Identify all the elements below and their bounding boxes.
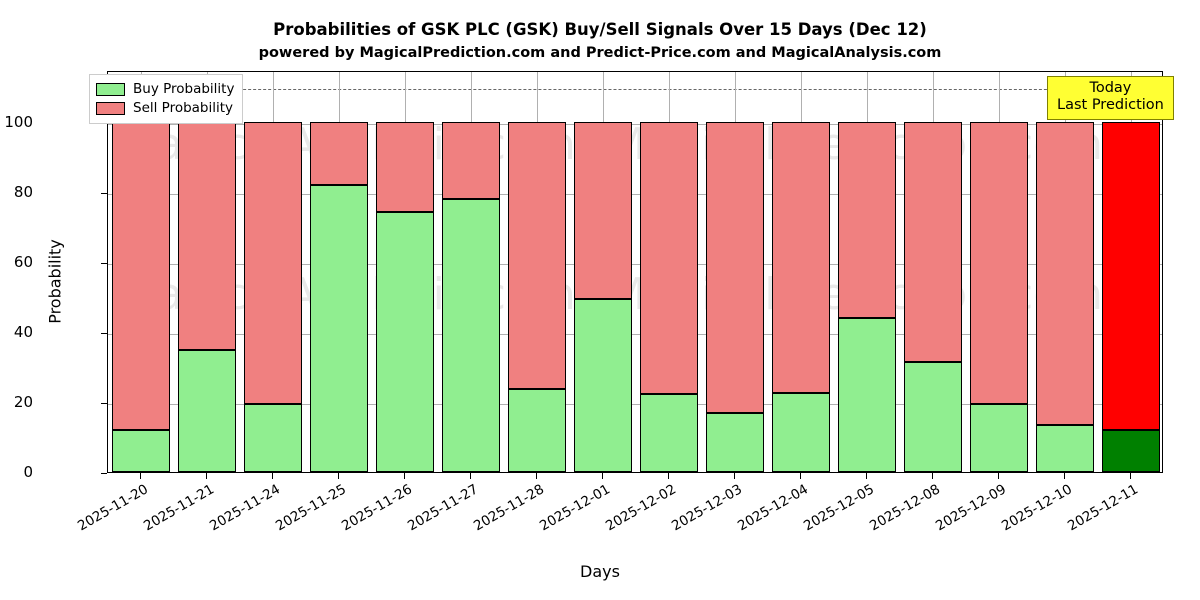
legend-swatch-sell xyxy=(96,102,125,115)
reference-dashed-line xyxy=(108,89,1162,91)
y-tick-mark xyxy=(101,192,107,195)
bar-segment-sell[interactable] xyxy=(903,122,963,362)
y-tick-mark xyxy=(101,402,107,404)
bar-group[interactable] xyxy=(375,72,435,472)
x-tick-mark xyxy=(601,473,603,479)
y-tick-label: 40 xyxy=(13,323,33,342)
bar-group[interactable] xyxy=(111,72,171,472)
y-tick-label: 100 xyxy=(4,113,33,132)
bar-group[interactable] xyxy=(705,72,765,472)
bar-segment-sell[interactable] xyxy=(177,122,237,350)
x-tick-mark xyxy=(1063,473,1065,479)
bar-segment-sell[interactable] xyxy=(507,122,567,390)
bar-group[interactable] xyxy=(309,72,369,472)
x-tick-mark xyxy=(997,473,999,479)
legend-label-sell: Sell Probability xyxy=(133,99,234,116)
bar-segment-buy[interactable] xyxy=(177,349,237,472)
x-tick-mark xyxy=(733,473,735,479)
bar-group[interactable] xyxy=(903,72,963,472)
legend-item-buy: Buy Probability xyxy=(96,80,234,99)
y-tick-mark xyxy=(101,472,107,474)
bar-segment-sell[interactable] xyxy=(969,122,1029,404)
bar-segment-buy[interactable] xyxy=(1101,430,1161,472)
x-tick-mark xyxy=(271,473,273,479)
legend-swatch-buy xyxy=(96,83,125,96)
x-tick-mark xyxy=(403,473,405,479)
y-tick-label: 0 xyxy=(23,463,33,481)
bar-segment-buy[interactable] xyxy=(639,394,699,472)
legend-label-buy: Buy Probability xyxy=(133,80,235,97)
today-annotation-line2: Last Prediction xyxy=(1057,97,1164,114)
bar-segment-buy[interactable] xyxy=(441,199,501,472)
bar-group[interactable] xyxy=(177,72,237,472)
y-tick-mark xyxy=(101,262,107,264)
y-tick-label: 60 xyxy=(13,253,33,272)
bar-group[interactable] xyxy=(1035,72,1095,472)
bar-segment-buy[interactable] xyxy=(309,185,369,472)
x-tick-mark xyxy=(667,473,669,479)
bar-segment-sell[interactable] xyxy=(309,122,369,186)
bar-segment-buy[interactable] xyxy=(507,389,567,472)
gridline-horizontal xyxy=(108,124,1162,126)
bar-segment-buy[interactable] xyxy=(705,412,765,472)
bar-segment-buy[interactable] xyxy=(375,211,435,472)
bar-segment-sell[interactable] xyxy=(771,122,831,394)
bar-group[interactable] xyxy=(507,72,567,472)
gridline-horizontal xyxy=(108,334,1162,336)
bar-segment-buy[interactable] xyxy=(903,361,963,472)
x-tick-mark xyxy=(535,473,537,479)
today-annotation-line1: Today xyxy=(1089,80,1132,96)
x-tick-mark xyxy=(931,473,933,479)
plot-area: MagicalAnalysis.comMagicalPrediction.com… xyxy=(107,71,1163,473)
bar-segment-sell[interactable] xyxy=(573,122,633,299)
bar-segment-buy[interactable] xyxy=(969,403,1029,472)
bar-group[interactable] xyxy=(969,72,1029,472)
bar-group[interactable] xyxy=(573,72,633,472)
bar-group[interactable] xyxy=(639,72,699,472)
bar-segment-sell[interactable] xyxy=(375,122,435,212)
bar-group[interactable] xyxy=(771,72,831,472)
bar-group[interactable] xyxy=(1101,72,1161,472)
y-tick-label: 20 xyxy=(13,393,33,412)
bar-group[interactable] xyxy=(243,72,303,472)
gridline-horizontal xyxy=(108,264,1162,266)
x-tick-mark xyxy=(337,473,339,479)
chart-subtitle: powered by MagicalPrediction.com and Pre… xyxy=(258,45,942,61)
y-axis-label: Probability xyxy=(45,239,65,324)
x-tick-mark xyxy=(799,473,801,479)
x-tick-mark xyxy=(469,473,471,479)
gridline-horizontal xyxy=(108,404,1162,406)
bar-segment-buy[interactable] xyxy=(837,318,897,472)
bar-segment-buy[interactable] xyxy=(1035,424,1095,472)
x-tick-mark xyxy=(1129,473,1131,479)
bar-segment-sell[interactable] xyxy=(837,122,897,319)
gridline-horizontal xyxy=(108,194,1162,196)
bar-segment-buy[interactable] xyxy=(573,298,633,472)
bar-segment-buy[interactable] xyxy=(771,393,831,472)
chart-legend: Buy Probability Sell Probability xyxy=(89,74,244,124)
x-tick-mark xyxy=(139,473,141,479)
today-annotation: Today Last Prediction xyxy=(1047,76,1174,121)
bar-group[interactable] xyxy=(441,72,501,472)
bar-segment-buy[interactable] xyxy=(243,403,303,472)
bar-group[interactable] xyxy=(837,72,897,472)
y-tick-label: 80 xyxy=(13,183,33,202)
bar-segment-sell[interactable] xyxy=(441,122,501,200)
bar-segment-sell[interactable] xyxy=(639,122,699,395)
legend-item-sell: Sell Probability xyxy=(96,99,234,118)
bar-segment-sell[interactable] xyxy=(111,122,171,431)
chart-title: Probabilities of GSK PLC (GSK) Buy/Sell … xyxy=(273,20,927,39)
bar-segment-sell[interactable] xyxy=(1035,122,1095,425)
x-tick-mark xyxy=(865,473,867,479)
bar-segment-sell[interactable] xyxy=(705,122,765,413)
x-axis-label: Days xyxy=(580,562,620,581)
bar-segment-sell[interactable] xyxy=(1101,122,1161,431)
y-tick-mark xyxy=(101,332,107,334)
bar-segment-buy[interactable] xyxy=(111,430,171,472)
bar-segment-sell[interactable] xyxy=(243,122,303,404)
x-tick-mark xyxy=(205,473,207,479)
